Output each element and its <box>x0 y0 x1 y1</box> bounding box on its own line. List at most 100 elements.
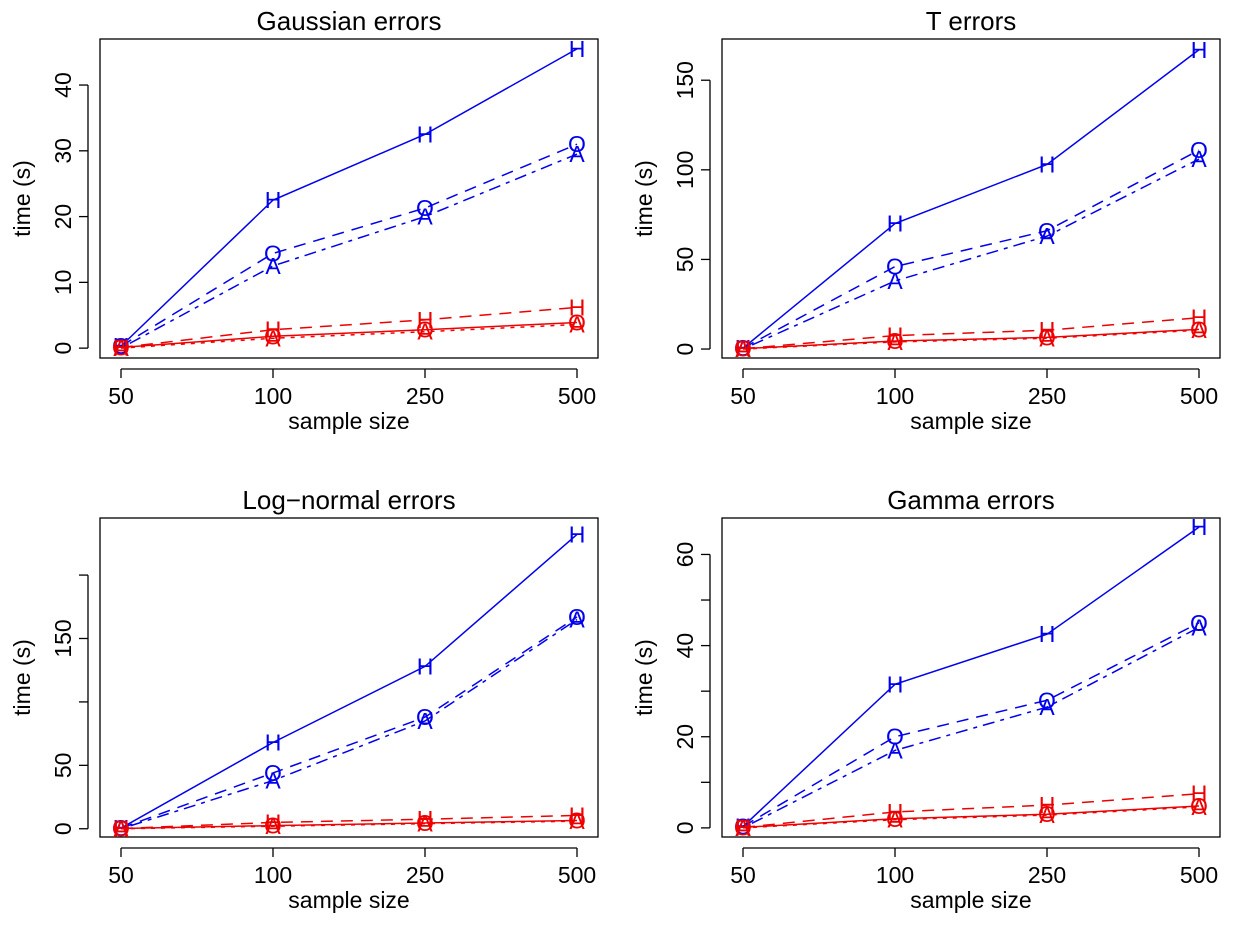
data-point-O: O <box>112 333 130 359</box>
chart-title: Log−normal errors <box>242 485 455 515</box>
data-point-O: O <box>416 704 434 730</box>
x-tick-label: 250 <box>1028 383 1066 409</box>
data-point-H: H <box>265 730 282 756</box>
series-line-blue-H <box>120 48 578 347</box>
series-line-blue-H <box>120 533 578 829</box>
series-line-blue-O <box>742 622 1200 828</box>
x-tick-label: 50 <box>730 383 756 409</box>
data-point-H: H <box>887 211 904 237</box>
y-tick-label: 40 <box>672 633 698 659</box>
x-tick-label: 500 <box>558 383 596 409</box>
chart-title: Gaussian errors <box>257 6 442 36</box>
y-tick-label: 10 <box>50 270 76 296</box>
y-tick-label: 150 <box>50 619 76 657</box>
data-point-O: O <box>1190 316 1208 342</box>
data-point-A: A <box>569 311 585 337</box>
chart-panel-4: Gamma errors 50 100 250 500 sample size 0 20 40 6… <box>631 485 1221 913</box>
y-tick-label: 0 <box>50 822 76 835</box>
data-point-O: O <box>886 724 904 750</box>
data-point-O: O <box>1038 801 1056 827</box>
series-line-red-A <box>120 820 578 830</box>
chart-title: Gamma errors <box>887 485 1055 515</box>
y-tick-label: 20 <box>672 724 698 750</box>
data-point-H: H <box>265 809 282 835</box>
data-point-O: O <box>886 806 904 832</box>
data-point-O: O <box>416 810 434 836</box>
series-line-red-A <box>742 329 1200 350</box>
data-point-O: O <box>568 808 586 834</box>
x-axis-label: sample size <box>288 408 409 434</box>
series-line-blue-O <box>120 616 578 829</box>
series-line-red-A <box>742 806 1200 829</box>
x-axis-label: sample size <box>288 887 409 913</box>
data-point-O: O <box>1190 793 1208 819</box>
x-tick-label: 250 <box>406 862 444 888</box>
data-point-H: H <box>887 671 904 697</box>
series-line-red-H <box>742 316 1200 350</box>
series-line-blue-H <box>742 526 1200 828</box>
data-point-O: O <box>568 131 586 157</box>
chart-title: T errors <box>926 6 1017 36</box>
x-tick-label: 50 <box>108 383 134 409</box>
data-point-O: O <box>1038 324 1056 350</box>
series-line-red-H <box>120 814 578 830</box>
data-point-H: H <box>1191 305 1208 331</box>
y-tick-label: 0 <box>50 342 76 355</box>
x-tick-label: 50 <box>730 862 756 888</box>
y-axis-label: time (s) <box>631 160 657 237</box>
data-point-O: O <box>264 760 282 786</box>
y-tick-label: 150 <box>672 61 698 99</box>
data-point-O: O <box>264 240 282 266</box>
x-tick-label: 100 <box>876 383 914 409</box>
y-tick-label: 20 <box>50 204 76 230</box>
data-point-O: O <box>734 814 752 840</box>
data-point-A: A <box>1039 223 1055 249</box>
x-tick-label: 100 <box>254 383 292 409</box>
data-point-H: H <box>887 323 904 349</box>
series-line-red-O <box>742 328 1200 350</box>
x-axis-label: sample size <box>910 408 1031 434</box>
data-point-H: H <box>1191 514 1208 540</box>
data-point-H: H <box>569 521 586 547</box>
series-line-blue-A <box>120 153 578 349</box>
y-tick-label: 50 <box>50 753 76 779</box>
data-point-A: A <box>1039 325 1055 351</box>
series-line-blue-O <box>742 149 1200 349</box>
data-point-A: A <box>265 768 281 794</box>
data-point-A: A <box>1191 794 1207 820</box>
data-point-A: A <box>887 737 903 763</box>
data-point-A: A <box>569 808 585 834</box>
data-point-H: H <box>569 294 586 320</box>
x-tick-label: 50 <box>108 862 134 888</box>
data-point-A: A <box>265 813 281 839</box>
y-tick-label: 60 <box>672 542 698 568</box>
data-point-O: O <box>886 254 904 280</box>
plot-frame <box>99 517 599 838</box>
series-line-red-A <box>120 323 578 349</box>
data-point-A: A <box>417 204 433 230</box>
data-point-A: A <box>887 329 903 355</box>
data-point-A: A <box>887 268 903 294</box>
y-axis-label: time (s) <box>631 639 657 716</box>
plot-frame <box>721 38 1221 359</box>
y-axis-label: time (s) <box>9 160 35 237</box>
x-tick-label: 500 <box>1180 383 1218 409</box>
data-point-H: H <box>417 653 434 679</box>
x-tick-label: 100 <box>254 862 292 888</box>
data-point-A: A <box>1039 802 1055 828</box>
data-point-H: H <box>1191 37 1208 63</box>
chart-panel-1: Gaussian errors 50 100 250 500 sample size 0 10… <box>9 6 599 434</box>
data-point-A: A <box>735 815 751 841</box>
series-line-red-O <box>742 805 1200 829</box>
data-point-A: A <box>417 708 433 734</box>
series-line-blue-A <box>742 158 1200 350</box>
data-point-H: H <box>1191 781 1208 807</box>
data-point-A: A <box>1191 317 1207 343</box>
x-tick-label: 500 <box>558 862 596 888</box>
data-point-H: H <box>569 36 586 62</box>
data-point-H: H <box>417 307 434 333</box>
series-line-red-O <box>120 321 578 349</box>
data-point-A: A <box>417 811 433 837</box>
x-tick-label: 250 <box>1028 862 1066 888</box>
y-tick-label: 30 <box>50 138 76 164</box>
